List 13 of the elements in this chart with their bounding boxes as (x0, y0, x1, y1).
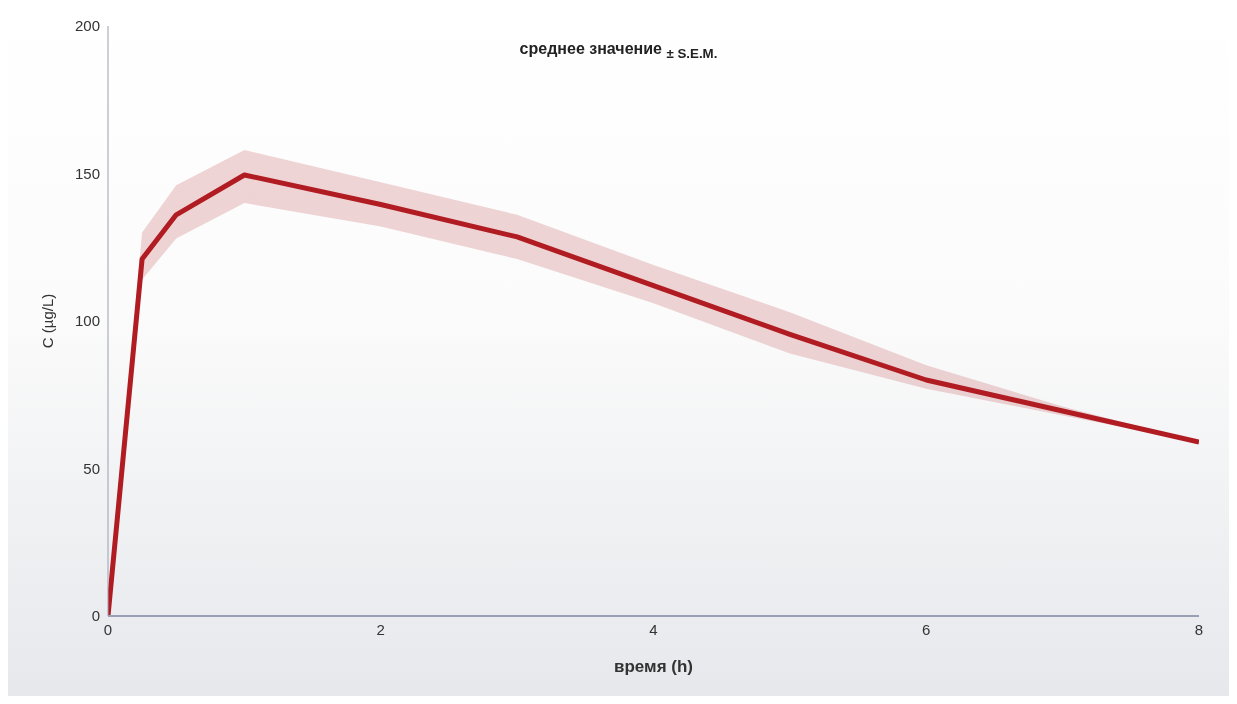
x-tick-label: 4 (649, 620, 658, 638)
y-axis-title: C (µg/L) (39, 293, 57, 349)
y-tick-label: 200 (74, 17, 100, 35)
y-tick-label: 0 (91, 607, 100, 625)
x-axis-title: время (h) (614, 657, 693, 676)
y-tick-label: 50 (83, 459, 100, 477)
x-tick-label: 6 (922, 620, 931, 638)
x-tick-label: 2 (376, 620, 385, 638)
x-tick-label: 0 (103, 620, 113, 638)
y-tick-label: 100 (74, 312, 100, 330)
text: среднее значение $_{± S.E.M.}$ (518, 40, 719, 62)
x-tick-label: 8 (1194, 620, 1204, 638)
y-tick-label: 150 (74, 164, 100, 182)
